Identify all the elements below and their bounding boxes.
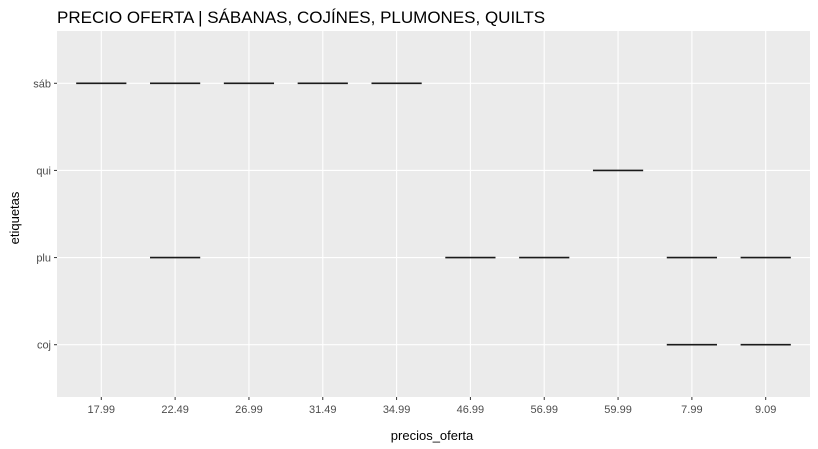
y-tick-label: plu	[36, 253, 51, 265]
data-marks	[76, 82, 791, 346]
x-tick-label: 59.99	[604, 404, 632, 416]
y-axis: coj plu qui sáb	[33, 78, 57, 352]
x-axis: 17.99 22.49 26.99 31.49 34.99 46.99 56.99 59.99…	[88, 397, 776, 416]
x-tick-label: 7.99	[681, 404, 702, 416]
y-tick-label: coj	[37, 340, 51, 352]
y-axis-title: etiquetas	[7, 191, 22, 244]
x-tick-label: 31.49	[309, 404, 337, 416]
x-tick-label: 9.09	[755, 404, 776, 416]
y-tick-label: qui	[36, 165, 51, 177]
x-tick-label: 26.99	[235, 404, 263, 416]
x-tick-label: 17.99	[88, 404, 116, 416]
y-tick-label: sáb	[33, 78, 51, 90]
x-tick-label: 22.49	[161, 404, 189, 416]
x-tick-label: 56.99	[530, 404, 558, 416]
x-tick-label: 34.99	[383, 404, 411, 416]
x-tick-label: 46.99	[457, 404, 485, 416]
chart-title: PRECIO OFERTA | SÁBANAS, COJÍNES, PLUMON…	[57, 8, 545, 27]
plot-panel	[57, 31, 810, 397]
x-axis-title: precios_oferta	[391, 428, 474, 443]
